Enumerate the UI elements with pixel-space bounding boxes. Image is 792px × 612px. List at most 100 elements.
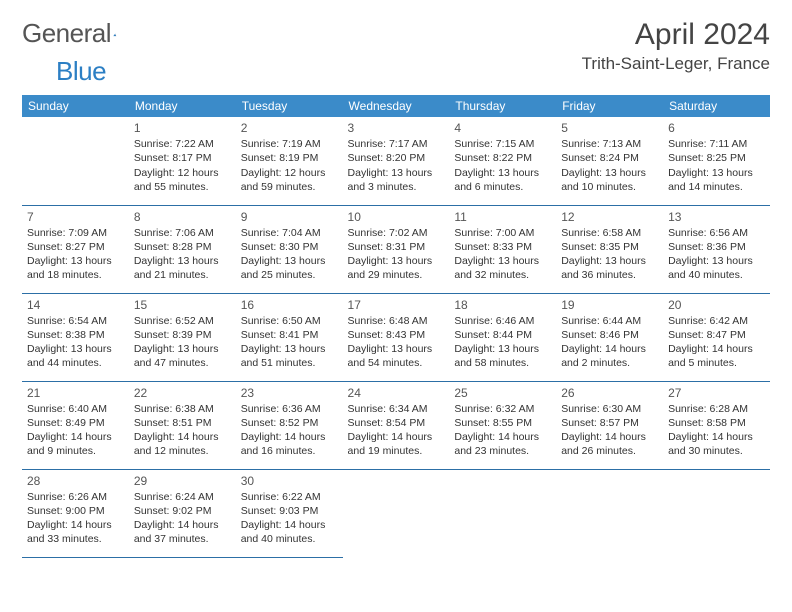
daylight-text: Daylight: 13 hours and 32 minutes. <box>454 254 551 282</box>
sunrise-text: Sunrise: 6:30 AM <box>561 402 658 416</box>
sunset-text: Sunset: 8:27 PM <box>27 240 124 254</box>
sunset-text: Sunset: 8:20 PM <box>348 151 445 165</box>
day-number: 10 <box>348 209 445 225</box>
calendar-day-cell: 6Sunrise: 7:11 AMSunset: 8:25 PMDaylight… <box>663 117 770 205</box>
day-number: 20 <box>668 297 765 313</box>
sunrise-text: Sunrise: 7:11 AM <box>668 137 765 151</box>
calendar-day-cell: 20Sunrise: 6:42 AMSunset: 8:47 PMDayligh… <box>663 293 770 381</box>
calendar-day-cell <box>449 469 556 557</box>
day-number: 11 <box>454 209 551 225</box>
sunset-text: Sunset: 8:58 PM <box>668 416 765 430</box>
calendar-day-cell: 5Sunrise: 7:13 AMSunset: 8:24 PMDaylight… <box>556 117 663 205</box>
sunset-text: Sunset: 8:30 PM <box>241 240 338 254</box>
sunrise-text: Sunrise: 7:09 AM <box>27 226 124 240</box>
daylight-text: Daylight: 14 hours and 23 minutes. <box>454 430 551 458</box>
sunrise-text: Sunrise: 7:17 AM <box>348 137 445 151</box>
sunrise-text: Sunrise: 6:22 AM <box>241 490 338 504</box>
day-number: 26 <box>561 385 658 401</box>
calendar-day-cell: 13Sunrise: 6:56 AMSunset: 8:36 PMDayligh… <box>663 205 770 293</box>
day-number: 22 <box>134 385 231 401</box>
weekday-header: Friday <box>556 95 663 117</box>
sunset-text: Sunset: 8:17 PM <box>134 151 231 165</box>
sunset-text: Sunset: 8:38 PM <box>27 328 124 342</box>
calendar-week-row: 28Sunrise: 6:26 AMSunset: 9:00 PMDayligh… <box>22 469 770 557</box>
sunset-text: Sunset: 8:55 PM <box>454 416 551 430</box>
calendar-day-cell: 19Sunrise: 6:44 AMSunset: 8:46 PMDayligh… <box>556 293 663 381</box>
daylight-text: Daylight: 13 hours and 14 minutes. <box>668 166 765 194</box>
daylight-text: Daylight: 13 hours and 51 minutes. <box>241 342 338 370</box>
sunset-text: Sunset: 8:54 PM <box>348 416 445 430</box>
day-number: 28 <box>27 473 124 489</box>
calendar-day-cell: 2Sunrise: 7:19 AMSunset: 8:19 PMDaylight… <box>236 117 343 205</box>
weekday-header: Monday <box>129 95 236 117</box>
calendar-day-cell: 28Sunrise: 6:26 AMSunset: 9:00 PMDayligh… <box>22 469 129 557</box>
sunrise-text: Sunrise: 7:02 AM <box>348 226 445 240</box>
daylight-text: Daylight: 13 hours and 36 minutes. <box>561 254 658 282</box>
day-number: 5 <box>561 120 658 136</box>
calendar-day-cell: 1Sunrise: 7:22 AMSunset: 8:17 PMDaylight… <box>129 117 236 205</box>
day-number: 24 <box>348 385 445 401</box>
calendar-week-row: 14Sunrise: 6:54 AMSunset: 8:38 PMDayligh… <box>22 293 770 381</box>
daylight-text: Daylight: 13 hours and 58 minutes. <box>454 342 551 370</box>
sunset-text: Sunset: 8:44 PM <box>454 328 551 342</box>
daylight-text: Daylight: 14 hours and 40 minutes. <box>241 518 338 546</box>
sunset-text: Sunset: 8:31 PM <box>348 240 445 254</box>
calendar-day-cell: 8Sunrise: 7:06 AMSunset: 8:28 PMDaylight… <box>129 205 236 293</box>
sunset-text: Sunset: 8:46 PM <box>561 328 658 342</box>
sunset-text: Sunset: 8:52 PM <box>241 416 338 430</box>
day-number: 27 <box>668 385 765 401</box>
sunrise-text: Sunrise: 6:56 AM <box>668 226 765 240</box>
sunset-text: Sunset: 8:33 PM <box>454 240 551 254</box>
day-number: 17 <box>348 297 445 313</box>
daylight-text: Daylight: 13 hours and 10 minutes. <box>561 166 658 194</box>
day-number: 1 <box>134 120 231 136</box>
day-number: 14 <box>27 297 124 313</box>
calendar-day-cell <box>343 469 450 557</box>
sunset-text: Sunset: 8:43 PM <box>348 328 445 342</box>
sunrise-text: Sunrise: 6:36 AM <box>241 402 338 416</box>
day-number: 30 <box>241 473 338 489</box>
sunrise-text: Sunrise: 6:28 AM <box>668 402 765 416</box>
weekday-header: Tuesday <box>236 95 343 117</box>
day-number: 7 <box>27 209 124 225</box>
sunset-text: Sunset: 8:41 PM <box>241 328 338 342</box>
logo-sail-icon <box>113 24 117 46</box>
calendar-day-cell: 7Sunrise: 7:09 AMSunset: 8:27 PMDaylight… <box>22 205 129 293</box>
calendar-body: 1Sunrise: 7:22 AMSunset: 8:17 PMDaylight… <box>22 117 770 557</box>
location-label: Trith-Saint-Leger, France <box>582 54 770 74</box>
sunset-text: Sunset: 8:22 PM <box>454 151 551 165</box>
daylight-text: Daylight: 14 hours and 2 minutes. <box>561 342 658 370</box>
sunset-text: Sunset: 9:02 PM <box>134 504 231 518</box>
calendar-day-cell: 24Sunrise: 6:34 AMSunset: 8:54 PMDayligh… <box>343 381 450 469</box>
day-number: 8 <box>134 209 231 225</box>
calendar-day-cell: 17Sunrise: 6:48 AMSunset: 8:43 PMDayligh… <box>343 293 450 381</box>
day-number: 18 <box>454 297 551 313</box>
daylight-text: Daylight: 14 hours and 26 minutes. <box>561 430 658 458</box>
calendar-day-cell: 9Sunrise: 7:04 AMSunset: 8:30 PMDaylight… <box>236 205 343 293</box>
day-number: 21 <box>27 385 124 401</box>
sunrise-text: Sunrise: 7:04 AM <box>241 226 338 240</box>
logo-word-2: Blue <box>56 56 106 87</box>
calendar-day-cell: 27Sunrise: 6:28 AMSunset: 8:58 PMDayligh… <box>663 381 770 469</box>
weekday-header: Sunday <box>22 95 129 117</box>
sunrise-text: Sunrise: 6:24 AM <box>134 490 231 504</box>
day-number: 25 <box>454 385 551 401</box>
calendar-table: Sunday Monday Tuesday Wednesday Thursday… <box>22 95 770 558</box>
day-number: 19 <box>561 297 658 313</box>
sunset-text: Sunset: 8:25 PM <box>668 151 765 165</box>
calendar-day-cell: 12Sunrise: 6:58 AMSunset: 8:35 PMDayligh… <box>556 205 663 293</box>
sunrise-text: Sunrise: 6:40 AM <box>27 402 124 416</box>
daylight-text: Daylight: 13 hours and 47 minutes. <box>134 342 231 370</box>
daylight-text: Daylight: 13 hours and 18 minutes. <box>27 254 124 282</box>
sunrise-text: Sunrise: 6:38 AM <box>134 402 231 416</box>
calendar-day-cell: 16Sunrise: 6:50 AMSunset: 8:41 PMDayligh… <box>236 293 343 381</box>
daylight-text: Daylight: 14 hours and 5 minutes. <box>668 342 765 370</box>
day-number: 16 <box>241 297 338 313</box>
daylight-text: Daylight: 14 hours and 16 minutes. <box>241 430 338 458</box>
calendar-day-cell: 22Sunrise: 6:38 AMSunset: 8:51 PMDayligh… <box>129 381 236 469</box>
sunset-text: Sunset: 8:39 PM <box>134 328 231 342</box>
day-number: 15 <box>134 297 231 313</box>
day-number: 13 <box>668 209 765 225</box>
day-number: 29 <box>134 473 231 489</box>
calendar-day-cell: 18Sunrise: 6:46 AMSunset: 8:44 PMDayligh… <box>449 293 556 381</box>
